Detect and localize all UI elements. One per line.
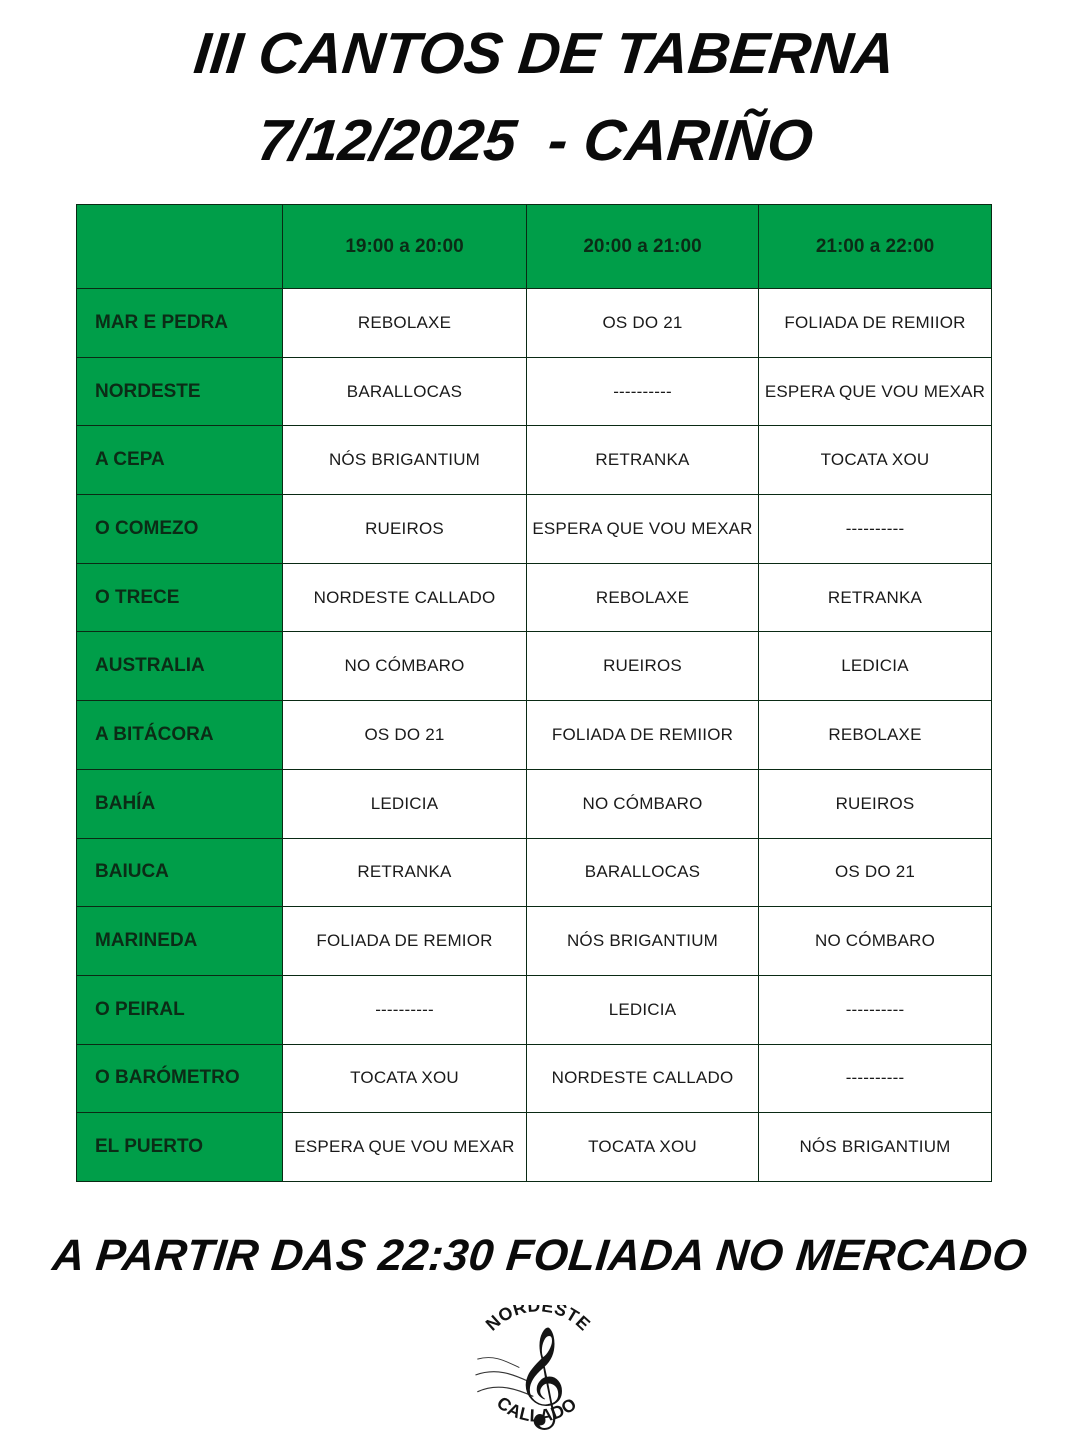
svg-text:𝄞: 𝄞 [515, 1327, 566, 1430]
